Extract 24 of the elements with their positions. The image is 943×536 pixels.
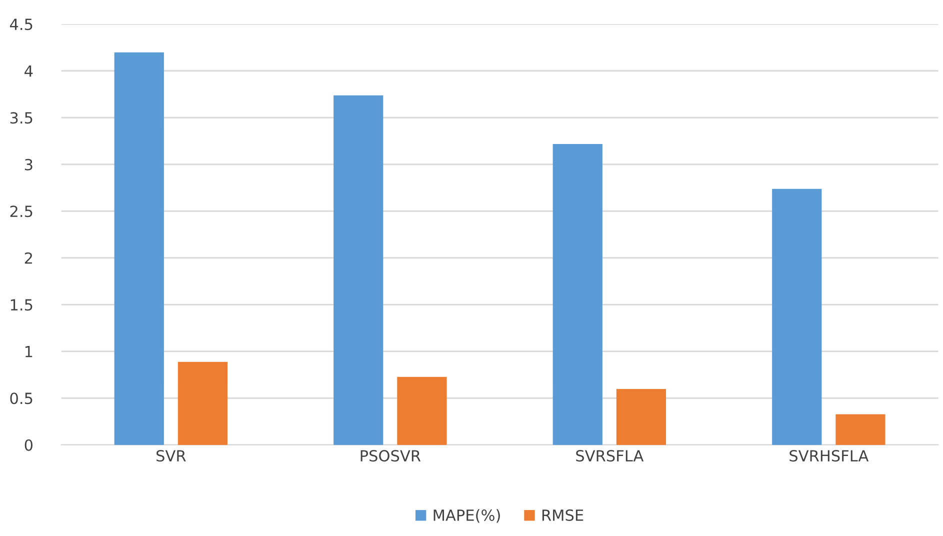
y-tick-label: 4	[24, 66, 33, 77]
bar	[772, 188, 822, 445]
y-tick-label: 1.5	[10, 299, 32, 311]
legend-label: MAPE(%)	[434, 509, 500, 523]
y-tick-label: 0.5	[10, 392, 32, 404]
y-tick-label: 3	[24, 158, 32, 170]
x-tick-label: SVRHSFLA	[790, 450, 869, 462]
bar	[552, 144, 602, 445]
bar	[836, 414, 886, 445]
y-tick-label: 3.5	[10, 112, 32, 124]
x-tick-label: SVR	[156, 450, 186, 462]
bar	[114, 52, 164, 445]
y-tick-label: 0	[24, 439, 33, 451]
x-tick-label: SVRSFLA	[576, 450, 644, 462]
y-tick-label: 1	[25, 346, 32, 358]
y-tick-label: 2	[24, 252, 32, 264]
bar	[616, 389, 666, 445]
x-tick-label: PSOSVR	[360, 450, 421, 462]
legend-label: RMSE	[542, 509, 584, 521]
bar	[397, 376, 447, 445]
bar	[334, 95, 384, 445]
bar	[178, 362, 228, 445]
y-tick-label: 4.5	[10, 18, 32, 30]
y-tick-label: 2.5	[10, 206, 32, 218]
